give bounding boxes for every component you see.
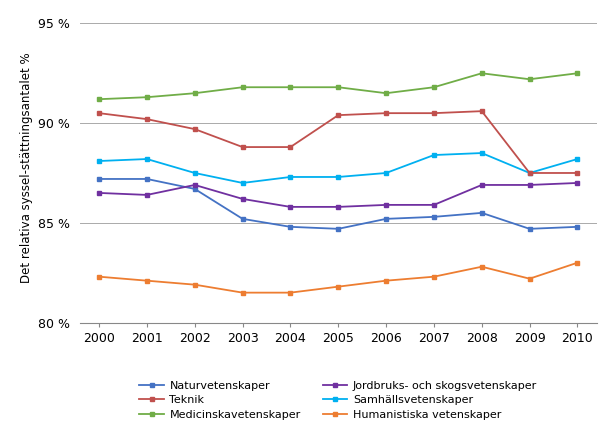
Samhällsvetenskaper — [95, 158, 103, 164]
Naturvetenskaper — [95, 176, 103, 181]
Samhällsvetenskaper — [383, 170, 390, 176]
Teknik — [239, 144, 246, 150]
Samhällsvetenskaper — [335, 174, 342, 180]
Samhällsvetenskaper — [526, 170, 533, 176]
Jordbruks- och skogsvetenskaper — [287, 204, 294, 210]
Naturvetenskaper — [574, 224, 581, 229]
Teknik — [478, 108, 485, 114]
Medicinskavetenskaper — [430, 85, 438, 90]
Teknik — [526, 170, 533, 176]
Naturvetenskaper — [335, 226, 342, 232]
Teknik — [574, 170, 581, 176]
Jordbruks- och skogsvetenskaper — [383, 202, 390, 207]
Samhällsvetenskaper — [430, 152, 438, 158]
Jordbruks- och skogsvetenskaper — [430, 202, 438, 207]
Samhällsvetenskaper — [287, 174, 294, 180]
Humanistiska vetenskaper — [430, 274, 438, 280]
Teknik — [287, 144, 294, 150]
Samhällsvetenskaper — [191, 170, 199, 176]
Medicinskavetenskaper — [239, 85, 246, 90]
Jordbruks- och skogsvetenskaper — [239, 196, 246, 202]
Y-axis label: Det relativa syssel­stättningsantalet %: Det relativa syssel­stättningsantalet % — [20, 53, 33, 283]
Naturvetenskaper — [526, 226, 533, 232]
Line: Jordbruks- och skogsvetenskaper: Jordbruks- och skogsvetenskaper — [97, 181, 579, 209]
Jordbruks- och skogsvetenskaper — [191, 182, 199, 188]
Naturvetenskaper — [191, 186, 199, 192]
Medicinskavetenskaper — [143, 95, 151, 100]
Samhällsvetenskaper — [239, 180, 246, 185]
Jordbruks- och skogsvetenskaper — [478, 182, 485, 188]
Medicinskavetenskaper — [478, 71, 485, 76]
Humanistiska vetenskaper — [191, 282, 199, 287]
Jordbruks- och skogsvetenskaper — [95, 190, 103, 196]
Naturvetenskaper — [143, 176, 151, 181]
Naturvetenskaper — [478, 210, 485, 215]
Naturvetenskaper — [239, 216, 246, 222]
Teknik — [95, 111, 103, 116]
Line: Teknik: Teknik — [97, 109, 579, 175]
Medicinskavetenskaper — [95, 96, 103, 102]
Samhällsvetenskaper — [574, 156, 581, 162]
Humanistiska vetenskaper — [526, 276, 533, 281]
Line: Naturvetenskaper: Naturvetenskaper — [97, 177, 579, 231]
Naturvetenskaper — [287, 224, 294, 229]
Teknik — [430, 111, 438, 116]
Medicinskavetenskaper — [191, 90, 199, 96]
Medicinskavetenskaper — [287, 85, 294, 90]
Line: Samhällsvetenskaper: Samhällsvetenskaper — [97, 151, 579, 185]
Medicinskavetenskaper — [383, 90, 390, 96]
Line: Humanistiska vetenskaper: Humanistiska vetenskaper — [97, 261, 579, 294]
Teknik — [383, 111, 390, 116]
Jordbruks- och skogsvetenskaper — [335, 204, 342, 210]
Jordbruks- och skogsvetenskaper — [574, 180, 581, 185]
Humanistiska vetenskaper — [574, 260, 581, 265]
Teknik — [335, 112, 342, 118]
Teknik — [191, 126, 199, 132]
Medicinskavetenskaper — [335, 85, 342, 90]
Naturvetenskaper — [383, 216, 390, 222]
Legend: Naturvetenskaper, Teknik, Medicinskavetenskaper, Jordbruks- och skogsvetenskaper: Naturvetenskaper, Teknik, Medicinskavete… — [140, 381, 537, 420]
Medicinskavetenskaper — [526, 77, 533, 82]
Samhällsvetenskaper — [478, 151, 485, 156]
Medicinskavetenskaper — [574, 71, 581, 76]
Humanistiska vetenskaper — [383, 278, 390, 284]
Humanistiska vetenskaper — [143, 278, 151, 284]
Jordbruks- och skogsvetenskaper — [526, 182, 533, 188]
Jordbruks- och skogsvetenskaper — [143, 192, 151, 198]
Humanistiska vetenskaper — [335, 284, 342, 289]
Humanistiska vetenskaper — [95, 274, 103, 280]
Naturvetenskaper — [430, 214, 438, 220]
Samhällsvetenskaper — [143, 156, 151, 162]
Humanistiska vetenskaper — [287, 290, 294, 295]
Line: Medicinskavetenskaper: Medicinskavetenskaper — [97, 72, 579, 101]
Humanistiska vetenskaper — [478, 264, 485, 269]
Teknik — [143, 116, 151, 122]
Humanistiska vetenskaper — [239, 290, 246, 295]
